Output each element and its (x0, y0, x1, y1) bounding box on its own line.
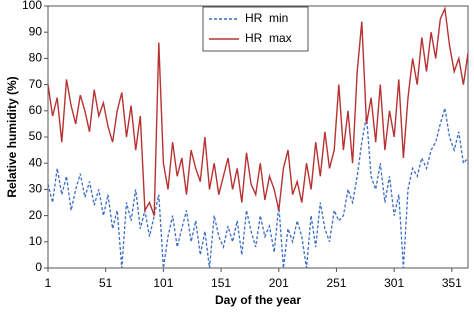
legend-label: HR max (245, 31, 292, 45)
y-tick-label: 100 (22, 0, 42, 12)
x-tick-label: 101 (153, 276, 173, 290)
x-tick-label: 251 (326, 276, 346, 290)
y-tick-label: 80 (29, 51, 43, 65)
y-tick-label: 60 (29, 103, 43, 117)
legend-box (202, 6, 309, 52)
y-tick-label: 30 (29, 182, 43, 196)
x-tick-label: 151 (211, 276, 231, 290)
y-tick-label: 40 (29, 155, 43, 169)
y-tick-label: 50 (29, 129, 43, 143)
y-tick-label: 0 (35, 260, 42, 274)
x-tick-label: 301 (384, 276, 404, 290)
x-tick-label: 51 (99, 276, 113, 290)
x-tick-label: 201 (269, 276, 289, 290)
series-line (47, 108, 469, 269)
y-tick-label: 10 (29, 234, 43, 248)
x-tick-label: 1 (45, 276, 52, 290)
y-tick-label: 90 (29, 24, 43, 38)
x-axis-label: Day of the year (215, 293, 301, 307)
y-tick-label: 20 (29, 208, 43, 222)
x-tick-label: 351 (442, 276, 462, 290)
y-axis-label: Relative humidity (%) (5, 76, 19, 197)
legend-label: HR min (245, 11, 288, 25)
y-tick-label: 70 (29, 77, 43, 91)
series-line (47, 5, 469, 216)
